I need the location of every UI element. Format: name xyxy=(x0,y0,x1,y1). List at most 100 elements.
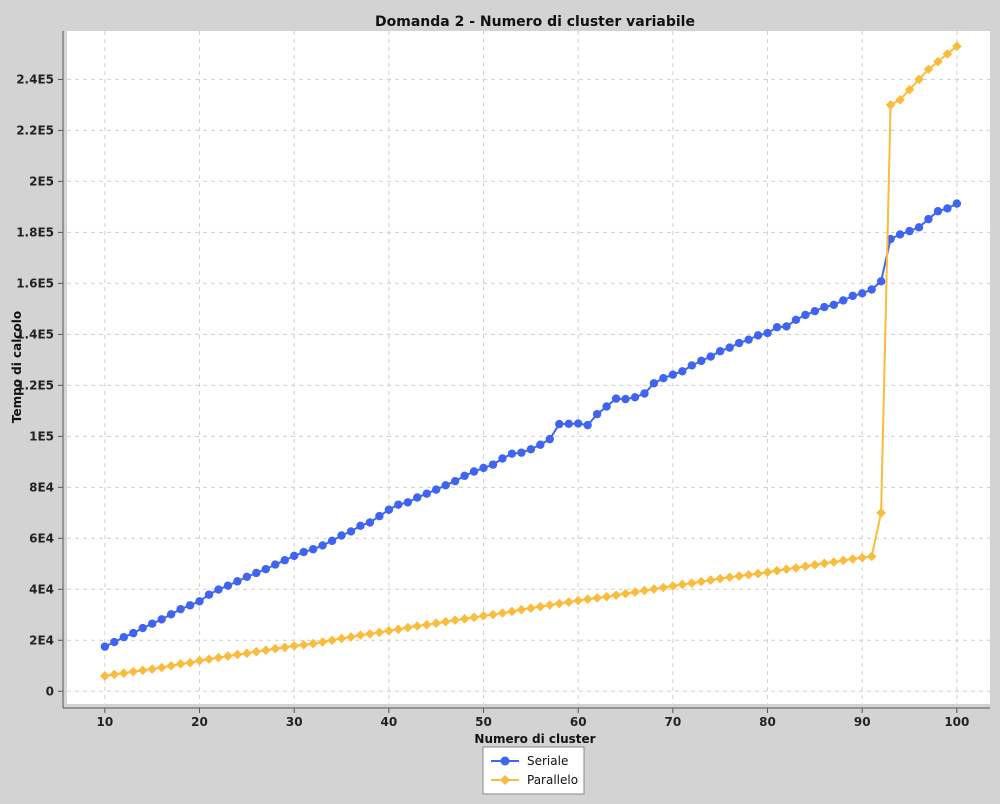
legend-label-parallelo: Parallelo xyxy=(527,773,578,787)
data-point-parallelo xyxy=(914,74,924,85)
data-point-parallelo xyxy=(923,64,934,75)
data-point-seriale xyxy=(867,285,876,294)
data-point-seriale xyxy=(630,393,640,402)
data-point-parallelo xyxy=(298,640,309,650)
data-point-parallelo xyxy=(952,41,962,52)
data-point-seriale xyxy=(621,394,630,404)
data-point-seriale xyxy=(640,389,649,398)
x-tick-label: 40 xyxy=(381,715,398,729)
data-point-seriale xyxy=(820,302,829,312)
data-point-seriale xyxy=(583,420,592,430)
data-point-parallelo xyxy=(573,595,583,606)
data-point-seriale xyxy=(895,230,905,239)
data-point-seriale xyxy=(129,628,138,638)
data-point-parallelo xyxy=(866,551,877,562)
data-point-seriale xyxy=(678,367,687,376)
data-point-parallelo xyxy=(895,95,905,105)
data-point-seriale xyxy=(479,463,488,473)
y-tick-label: 6E4 xyxy=(29,531,54,545)
data-point-seriale xyxy=(791,315,801,325)
data-point-parallelo xyxy=(847,554,858,564)
data-point-seriale xyxy=(460,471,469,481)
data-point-parallelo xyxy=(753,568,763,579)
data-point-parallelo xyxy=(772,565,782,576)
data-point-seriale xyxy=(507,449,517,458)
data-point-parallelo xyxy=(601,591,612,602)
data-point-seriale xyxy=(432,485,441,494)
data-point-seriale xyxy=(110,637,119,647)
data-point-seriale xyxy=(422,489,431,498)
data-point-parallelo xyxy=(109,669,120,680)
x-tick-label: 70 xyxy=(665,715,682,729)
x-tick-label: 60 xyxy=(570,715,587,729)
data-point-parallelo xyxy=(213,652,224,663)
data-point-seriale xyxy=(943,204,952,213)
data-point-seriale xyxy=(318,541,327,550)
data-point-parallelo xyxy=(308,638,318,649)
data-point-parallelo xyxy=(677,579,688,590)
data-point-seriale xyxy=(517,448,526,457)
data-point-seriale xyxy=(706,352,715,361)
data-point-parallelo xyxy=(478,610,489,621)
data-point-seriale xyxy=(138,623,147,633)
data-point-seriale xyxy=(564,419,573,429)
data-point-parallelo xyxy=(791,563,801,573)
data-point-parallelo xyxy=(488,609,498,620)
x-tick-label: 100 xyxy=(944,715,969,729)
data-point-seriale xyxy=(185,601,195,610)
y-tick-label: 1.2E5 xyxy=(16,378,54,392)
data-point-seriale xyxy=(753,331,763,340)
data-point-seriale xyxy=(214,585,223,594)
data-point-seriale xyxy=(233,577,242,586)
data-point-parallelo xyxy=(507,606,517,617)
data-point-seriale xyxy=(176,604,185,614)
data-point-parallelo xyxy=(403,622,413,633)
data-point-parallelo xyxy=(554,598,565,609)
data-point-parallelo xyxy=(459,614,470,624)
data-point-parallelo xyxy=(620,588,631,599)
data-point-seriale xyxy=(687,361,696,370)
data-point-parallelo xyxy=(592,593,602,603)
data-point-parallelo xyxy=(384,626,394,636)
data-point-seriale xyxy=(555,419,564,429)
data-point-seriale xyxy=(261,564,270,574)
data-point-seriale xyxy=(592,409,602,419)
y-axis-label: Tempo di calcolo xyxy=(10,311,24,423)
data-point-seriale xyxy=(536,440,545,449)
data-point-seriale xyxy=(734,338,744,348)
y-tick-label: 1E5 xyxy=(29,429,54,443)
data-point-parallelo xyxy=(838,555,849,566)
y-tick-label: 2.2E5 xyxy=(16,123,54,137)
data-point-parallelo xyxy=(469,612,479,623)
data-point-parallelo xyxy=(857,552,867,563)
data-point-seriale xyxy=(649,379,659,388)
data-point-parallelo xyxy=(743,569,754,580)
data-point-parallelo xyxy=(194,655,205,666)
data-point-parallelo xyxy=(526,603,536,613)
data-point-seriale xyxy=(697,356,706,366)
data-point-parallelo xyxy=(535,601,546,612)
data-point-seriale xyxy=(498,454,507,463)
legend-box xyxy=(482,746,585,795)
data-point-parallelo xyxy=(800,561,811,572)
data-point-parallelo xyxy=(128,666,139,677)
y-tick-label: 1.8E5 xyxy=(16,225,54,239)
series-layer xyxy=(100,41,962,681)
data-point-parallelo xyxy=(119,668,129,678)
data-point-seriale xyxy=(394,500,403,509)
data-point-seriale xyxy=(545,434,554,444)
data-point-parallelo xyxy=(696,576,707,587)
y-tick-label: 1.6E5 xyxy=(16,276,54,290)
data-point-parallelo xyxy=(810,560,820,570)
data-point-seriale xyxy=(148,619,157,628)
data-point-seriale xyxy=(716,346,725,356)
data-point-seriale xyxy=(744,335,753,344)
data-point-seriale xyxy=(801,310,810,320)
data-point-parallelo xyxy=(658,582,669,593)
data-point-seriale xyxy=(195,597,204,606)
data-point-seriale xyxy=(280,556,289,565)
data-point-seriale xyxy=(782,322,791,331)
data-point-parallelo xyxy=(289,641,299,651)
data-point-parallelo xyxy=(431,618,441,628)
data-point-parallelo xyxy=(649,584,659,594)
